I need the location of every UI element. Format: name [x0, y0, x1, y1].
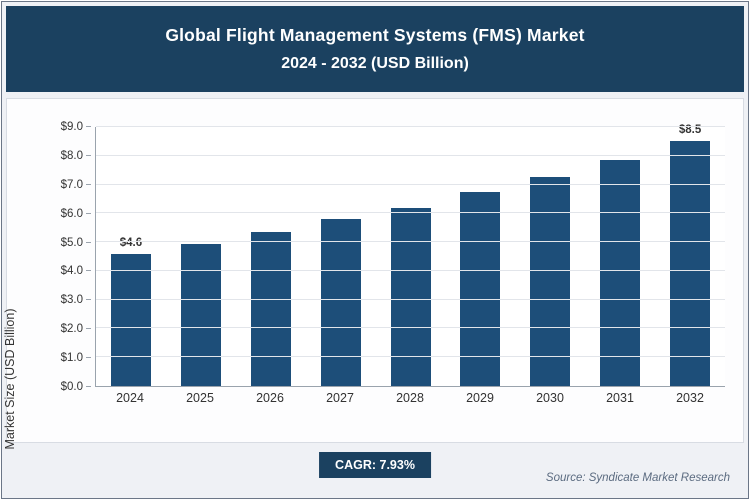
gridline	[96, 356, 725, 358]
y-tick-mark	[86, 299, 91, 301]
y-tick-mark	[86, 328, 91, 330]
y-tick-label: $1.0	[60, 352, 83, 365]
x-tick-label: 2028	[396, 391, 424, 405]
cagr-badge: CAGR: 7.93%	[319, 452, 431, 478]
bar-2025	[180, 243, 221, 386]
bar-slot	[445, 127, 515, 386]
bar-slot	[515, 127, 585, 386]
bar-2024: $4.6	[110, 237, 151, 386]
y-tick-label: $0.0	[60, 381, 83, 393]
x-tick-label: 2029	[466, 391, 494, 405]
x-tick-label: 2031	[606, 391, 634, 405]
x-tick-label: 2027	[326, 391, 354, 405]
y-tick-label: $9.0	[60, 121, 83, 133]
gridline	[96, 298, 725, 300]
bar-slot	[585, 127, 655, 386]
x-tick-label: 2032	[676, 391, 704, 405]
x-tick-label: 2025	[186, 391, 214, 405]
bar-2031	[600, 160, 641, 386]
x-tick-label: 2024	[116, 391, 144, 405]
gridline	[96, 212, 725, 214]
y-tick-label: $4.0	[60, 265, 83, 278]
bar-2032: $8.5	[670, 124, 711, 386]
gridline	[96, 241, 725, 243]
y-axis-ticks: $0.0 $1.0 $2.0 $3.0 $4.0 $5.0 $6.0 $7.0 $8.0 $9.0	[45, 121, 91, 393]
y-tick-label: $6.0	[60, 207, 83, 220]
y-tick-label: $7.0	[60, 178, 83, 191]
y-tick-label: $5.0	[60, 236, 83, 249]
bar-2029	[460, 191, 501, 386]
y-tick-mark	[86, 241, 91, 243]
bar-slot: $8.5	[655, 124, 725, 386]
y-tick-mark	[86, 270, 91, 272]
bar-slot	[306, 127, 376, 386]
gridline	[96, 126, 725, 127]
bar-2027	[320, 219, 361, 386]
y-tick-label: $2.0	[60, 323, 83, 336]
chart-header: Global Flight Management Systems (FMS) M…	[6, 6, 744, 92]
gridline	[96, 154, 725, 156]
y-tick-mark	[86, 154, 91, 156]
bar-value-label: $8.5	[678, 124, 702, 137]
bar-2028	[390, 207, 431, 386]
y-tick-mark	[86, 386, 91, 387]
x-tick-label: 2030	[536, 391, 564, 405]
y-tick-mark	[86, 212, 91, 214]
bar-slot	[166, 127, 236, 386]
gridline	[96, 269, 725, 271]
y-tick-mark	[86, 357, 91, 359]
bar-slot	[236, 127, 306, 386]
plot-area: $4.6 $8.5	[95, 124, 725, 387]
x-axis-labels: 2024 2025 2026 2027 2028 2029 2030 2031 2032	[95, 391, 725, 405]
y-tick-label: $8.0	[60, 149, 83, 162]
bar-2030	[530, 177, 571, 386]
bar-slot	[376, 127, 446, 386]
chart-subtitle: 2024 - 2032 (USD Billion)	[281, 55, 469, 72]
bar-value-label: $4.6	[119, 236, 143, 249]
y-tick-label: $3.0	[60, 294, 83, 307]
bar-2026	[250, 232, 291, 386]
y-tick-mark	[86, 126, 91, 127]
x-tick-label: 2026	[256, 391, 284, 405]
chart-footer: CAGR: 7.93% Source: Syndicate Market Res…	[6, 442, 744, 494]
bar-slot: $4.6	[96, 127, 166, 386]
gridline	[96, 327, 725, 329]
chart-title: Global Flight Management Systems (FMS) M…	[165, 25, 585, 45]
bar-series: $4.6 $8.5	[96, 124, 725, 386]
source-credit: Source: Syndicate Market Research	[545, 472, 730, 484]
chart-area: Market Size (USD Billion) $0.0 $1.0 $2.0 $3…	[3, 98, 744, 450]
y-tick-mark	[86, 183, 91, 185]
gridline	[96, 183, 725, 185]
